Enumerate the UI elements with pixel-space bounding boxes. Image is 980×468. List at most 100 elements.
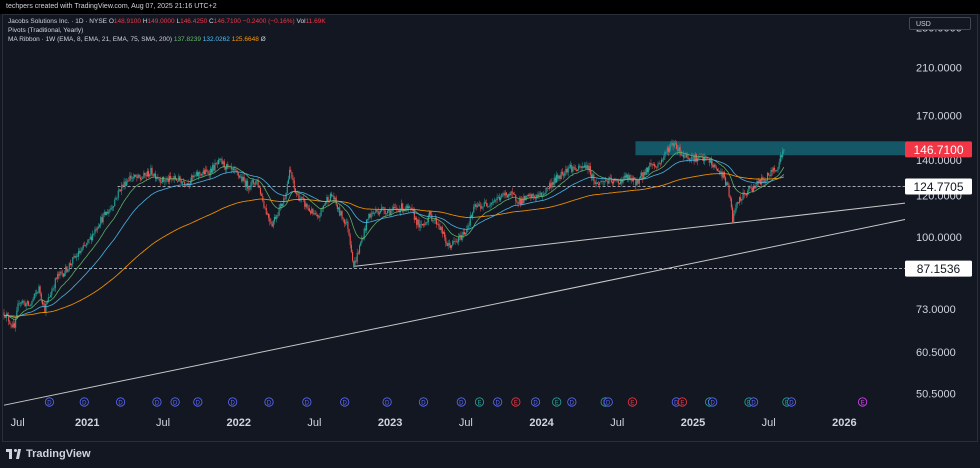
- dividend-marker[interactable]: D: [340, 397, 350, 407]
- candle-body: [438, 224, 440, 226]
- dividend-marker[interactable]: D: [193, 397, 203, 407]
- candle-body: [452, 241, 454, 246]
- candle-body: [550, 183, 552, 188]
- dividend-marker[interactable]: D: [708, 397, 718, 407]
- x-tick-label: 2021: [75, 417, 99, 429]
- candle-body: [778, 162, 780, 168]
- earnings-marker[interactable]: E: [627, 397, 638, 407]
- dividend-marker[interactable]: D: [603, 397, 613, 407]
- candle-body: [270, 221, 272, 224]
- candle-body: [442, 232, 445, 234]
- dividend-marker[interactable]: D: [748, 397, 759, 407]
- candle-body: [141, 178, 143, 180]
- candle-body: [375, 210, 377, 213]
- candle-body: [650, 163, 652, 165]
- event-letter: D: [305, 401, 310, 407]
- candle-body: [173, 176, 175, 180]
- candle-body: [585, 165, 587, 169]
- candle-body: [261, 194, 263, 197]
- candle-body: [15, 318, 17, 328]
- symbol-legend-row[interactable]: Jacobs Solutions Inc. · 1D · NYSE O148.9…: [8, 17, 326, 26]
- earnings-marker[interactable]: E: [511, 397, 521, 407]
- dividend-marker[interactable]: D: [170, 397, 180, 407]
- candle-body: [544, 193, 546, 194]
- currency-selector[interactable]: USD: [909, 17, 971, 30]
- dividend-marker[interactable]: D: [228, 397, 238, 407]
- dividend-marker[interactable]: D: [567, 397, 577, 407]
- candle-body: [616, 180, 618, 181]
- candle-body: [749, 187, 751, 188]
- earnings-marker[interactable]: E: [857, 397, 868, 407]
- dividend-marker[interactable]: D: [493, 397, 503, 407]
- candle-body: [144, 172, 146, 176]
- price-chart[interactable]: DDDDDDDDDDDDDEDEDEDEDEDEEDEDEDE 250.0000…: [0, 0, 980, 442]
- pivots-indicator-row[interactable]: Pivots (Traditional, Yearly): [8, 26, 326, 35]
- candle-body: [624, 175, 626, 178]
- candle-body: [125, 181, 127, 187]
- y-tick-label: 210.0000: [916, 62, 962, 74]
- candle-body: [265, 208, 267, 215]
- candle-body: [121, 184, 123, 192]
- candle-body: [562, 174, 565, 176]
- dividend-marker[interactable]: D: [786, 397, 797, 407]
- dividend-marker[interactable]: D: [44, 397, 55, 407]
- low-value: 146.4250: [180, 18, 208, 25]
- candle-body: [482, 206, 484, 208]
- candle-body: [230, 166, 232, 170]
- candle-body: [83, 245, 85, 246]
- candle-body: [430, 211, 432, 215]
- candle-body: [477, 204, 479, 206]
- candle-body: [11, 324, 13, 328]
- candle-body: [406, 205, 408, 209]
- ma-ribbon-indicator-row[interactable]: MA Ribbon · 1W (EMA, 8, EMA, 21, EMA, 75…: [8, 35, 326, 44]
- dividend-marker[interactable]: D: [79, 397, 89, 407]
- candle-body: [50, 295, 52, 298]
- candle-body: [153, 173, 155, 176]
- candle-body: [114, 199, 116, 207]
- event-letter: E: [630, 401, 634, 407]
- dividend-icon: [456, 397, 466, 407]
- candle-body: [331, 193, 333, 197]
- dividend-icon: [79, 397, 89, 407]
- tradingview-logo[interactable]: TradingView: [6, 448, 91, 460]
- candle-body: [307, 207, 309, 209]
- candle-body: [454, 241, 456, 242]
- candle-body: [559, 175, 561, 179]
- earnings-marker[interactable]: E: [474, 397, 485, 407]
- event-letter: E: [785, 401, 789, 407]
- candle-body: [269, 217, 271, 222]
- dividend-marker[interactable]: D: [116, 397, 126, 407]
- candle-body: [779, 155, 781, 163]
- candle-body: [43, 303, 45, 305]
- candle-body: [764, 180, 766, 183]
- candle-body: [545, 187, 547, 194]
- symbol-name[interactable]: Jacobs Solutions Inc. · 1D · NYSE: [8, 18, 107, 25]
- earnings-marker[interactable]: E: [552, 397, 562, 407]
- candle-body: [23, 301, 25, 302]
- dividend-icon: [382, 397, 392, 407]
- candle-body: [490, 202, 492, 205]
- candle-body: [60, 271, 62, 273]
- dividend-marker[interactable]: D: [530, 397, 541, 407]
- candle-body: [36, 292, 38, 294]
- candle-body: [294, 188, 296, 193]
- candle-body: [177, 180, 179, 182]
- candle-body: [448, 243, 450, 246]
- candle-body: [726, 182, 728, 186]
- pivots-indicator-label: Pivots (Traditional, Yearly): [8, 27, 84, 34]
- candle-body: [124, 181, 126, 187]
- high-label: H: [142, 18, 148, 25]
- earnings-marker[interactable]: E: [677, 397, 688, 407]
- candle-body: [547, 188, 549, 189]
- dividend-marker[interactable]: D: [382, 397, 392, 407]
- dividend-marker[interactable]: D: [152, 397, 162, 407]
- candle-body: [655, 166, 657, 168]
- dividend-marker[interactable]: D: [264, 397, 274, 407]
- dividend-marker[interactable]: D: [302, 397, 312, 407]
- dividend-marker[interactable]: D: [456, 397, 466, 407]
- dividend-marker[interactable]: D: [418, 397, 429, 407]
- candle-body: [132, 177, 134, 179]
- candle-body: [688, 158, 690, 160]
- candle-body: [511, 191, 513, 194]
- candle-body: [97, 226, 99, 229]
